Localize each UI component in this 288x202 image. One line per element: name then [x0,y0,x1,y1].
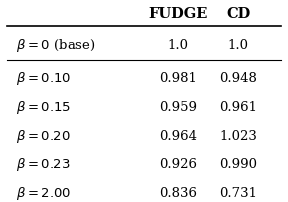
Text: 1.0: 1.0 [168,39,189,52]
Text: $\beta = 0.15$: $\beta = 0.15$ [16,99,71,116]
Text: 0.990: 0.990 [219,158,257,171]
Text: 0.964: 0.964 [159,129,197,143]
Text: CD: CD [226,7,250,21]
Text: 0.948: 0.948 [219,72,257,85]
Text: 0.961: 0.961 [219,101,257,114]
Text: $\beta = 2.00$: $\beta = 2.00$ [16,185,71,202]
Text: $\beta = 0.23$: $\beta = 0.23$ [16,156,70,173]
Text: 0.926: 0.926 [159,158,197,171]
Text: $\beta = 0.20$: $\beta = 0.20$ [16,128,70,145]
Text: 1.0: 1.0 [228,39,249,52]
Text: 0.731: 0.731 [219,187,257,200]
Text: 0.836: 0.836 [159,187,197,200]
Text: 0.981: 0.981 [159,72,197,85]
Text: FUDGE: FUDGE [149,7,208,21]
Text: $\beta = 0$ (base): $\beta = 0$ (base) [16,37,95,54]
Text: 0.959: 0.959 [159,101,197,114]
Text: 1.023: 1.023 [219,129,257,143]
Text: $\beta = 0.10$: $\beta = 0.10$ [16,70,71,87]
